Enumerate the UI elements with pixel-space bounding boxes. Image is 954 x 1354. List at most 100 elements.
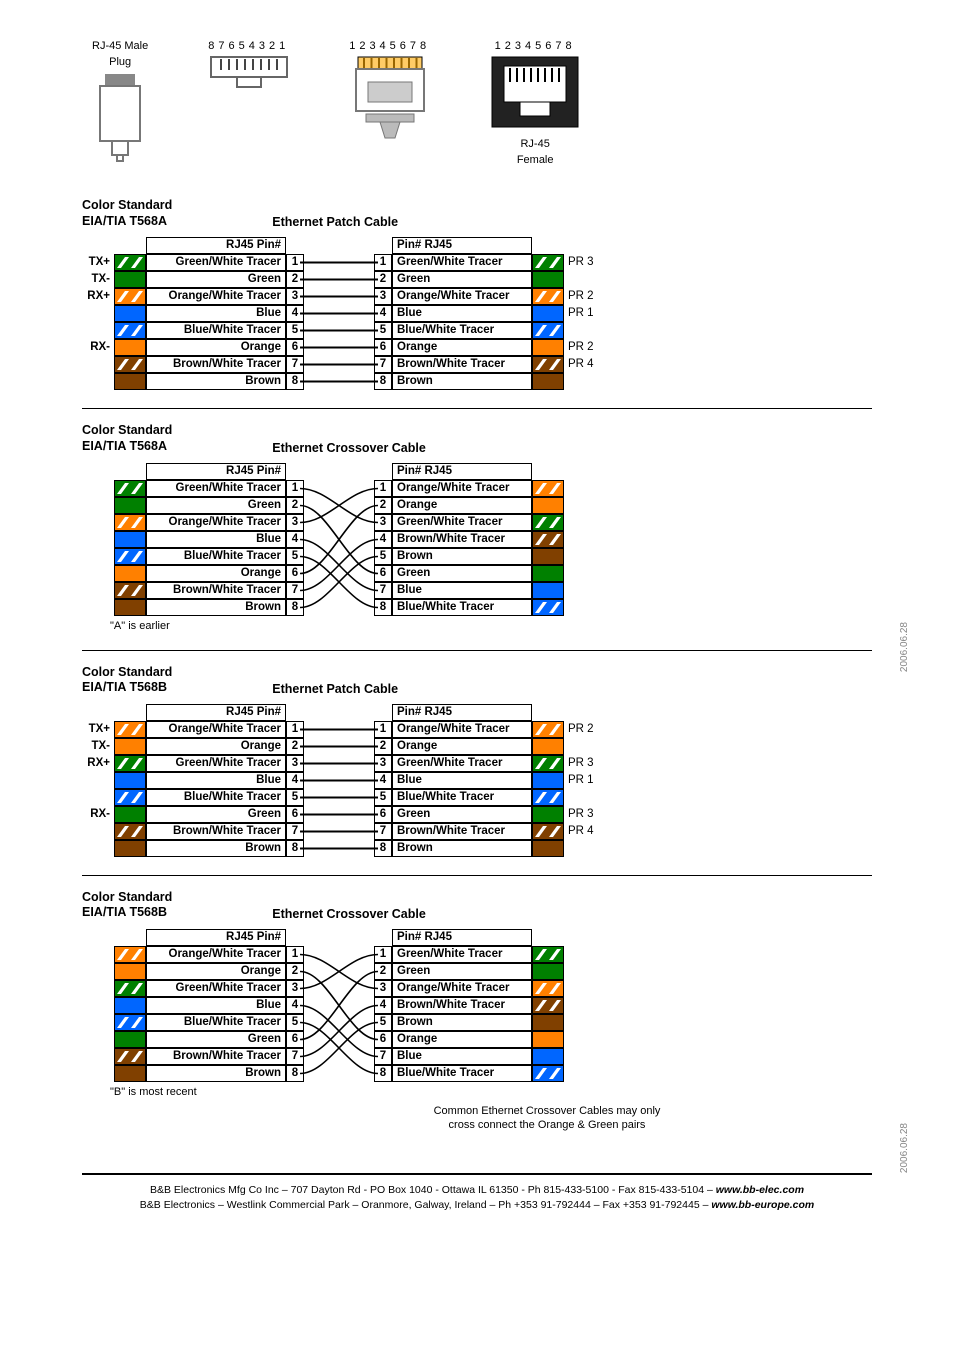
wire-name-left: Blue bbox=[146, 531, 286, 548]
wire-name-left: Green bbox=[146, 1031, 286, 1048]
wire-name-right: Brown bbox=[392, 548, 532, 565]
rj45-female-label: RJ-45 bbox=[490, 138, 580, 150]
pin-labels-fwd: 12345678 bbox=[349, 40, 430, 52]
right-header: Pin# RJ45 bbox=[392, 704, 532, 721]
wire-name-left: Orange/White Tracer bbox=[146, 721, 286, 738]
crossover-note-l1: Common Ethernet Crossover Cables may onl… bbox=[222, 1104, 872, 1118]
pair-label bbox=[564, 738, 602, 755]
color-swatch bbox=[114, 980, 146, 997]
color-swatch bbox=[114, 322, 146, 339]
color-swatch bbox=[532, 1014, 564, 1031]
wire-name-right: Brown bbox=[392, 373, 532, 390]
color-swatch bbox=[532, 980, 564, 997]
rj45-male-top: 87654321 bbox=[208, 40, 289, 98]
wire-name-right: Orange bbox=[392, 738, 532, 755]
wire-name-right: Brown bbox=[392, 1014, 532, 1031]
standard-line2: EIA/TIA T568A bbox=[82, 214, 172, 230]
color-swatch bbox=[532, 946, 564, 963]
signal-label bbox=[82, 373, 114, 390]
wire-name-right: Brown bbox=[392, 840, 532, 857]
color-swatch bbox=[532, 339, 564, 356]
wire-name-left: Orange/White Tracer bbox=[146, 514, 286, 531]
rj45-female: 12345678RJ-45Female bbox=[490, 40, 580, 166]
right-header: Pin# RJ45 bbox=[392, 237, 532, 254]
color-swatch bbox=[114, 806, 146, 823]
color-swatch bbox=[532, 565, 564, 582]
color-swatch bbox=[532, 963, 564, 980]
wire-name-left: Blue bbox=[146, 305, 286, 322]
wire-name-right: Blue bbox=[392, 305, 532, 322]
standard-label: Color StandardEIA/TIA T568B bbox=[82, 890, 172, 921]
wire-name-right: Orange/White Tracer bbox=[392, 721, 532, 738]
wire-name-left: Brown/White Tracer bbox=[146, 1048, 286, 1065]
wire-name-right: Orange bbox=[392, 497, 532, 514]
date-tag: 2006.06.28 bbox=[899, 1123, 910, 1173]
wire-name-left: Brown/White Tracer bbox=[146, 356, 286, 373]
standard-label: Color StandardEIA/TIA T568B bbox=[82, 665, 172, 696]
color-swatch bbox=[114, 373, 146, 390]
wire-name-left: Orange/White Tracer bbox=[146, 946, 286, 963]
connectors-row: RJ-45 MalePlug876543211234567812345678RJ… bbox=[92, 40, 872, 168]
color-swatch bbox=[114, 565, 146, 582]
wire-name-right: Blue bbox=[392, 772, 532, 789]
wire-name-right: Orange/White Tracer bbox=[392, 288, 532, 305]
pair-label: PR 4 bbox=[564, 823, 602, 840]
signal-label bbox=[82, 772, 114, 789]
pinout-grid: RJ45 Pin#Pin# RJ45TX+Green/White Tracer1… bbox=[82, 237, 602, 390]
color-swatch bbox=[114, 1031, 146, 1048]
signal-label: TX- bbox=[82, 738, 114, 755]
left-header: RJ45 Pin# bbox=[146, 929, 286, 946]
color-swatch bbox=[532, 305, 564, 322]
color-swatch bbox=[532, 288, 564, 305]
signal-label bbox=[82, 322, 114, 339]
color-swatch bbox=[532, 271, 564, 288]
pair-label bbox=[564, 322, 602, 339]
rj45-male-plug: RJ-45 MalePlug bbox=[92, 40, 148, 168]
pinout-section: Color StandardEIA/TIA T568AEthernet Cros… bbox=[82, 423, 872, 631]
wire-name-right: Green/White Tracer bbox=[392, 755, 532, 772]
wire-name-left: Orange/White Tracer bbox=[146, 288, 286, 305]
color-swatch bbox=[114, 254, 146, 271]
pinout-grid: RJ45 Pin#Pin# RJ45TX+Orange/White Tracer… bbox=[82, 704, 602, 857]
wire-name-left: Orange bbox=[146, 963, 286, 980]
cable-type-label: Ethernet Crossover Cable bbox=[272, 441, 426, 455]
color-swatch bbox=[532, 721, 564, 738]
pair-label: PR 3 bbox=[564, 755, 602, 772]
color-swatch bbox=[114, 789, 146, 806]
color-swatch bbox=[114, 997, 146, 1014]
wire-name-right: Green bbox=[392, 565, 532, 582]
color-swatch bbox=[532, 373, 564, 390]
wire-name-left: Brown/White Tracer bbox=[146, 582, 286, 599]
section-note: "A" is earlier bbox=[110, 620, 872, 632]
footer-l1-text: B&B Electronics Mfg Co Inc – 707 Dayton … bbox=[150, 1184, 716, 1196]
wire-name-left: Green/White Tracer bbox=[146, 980, 286, 997]
wire-name-right: Orange/White Tracer bbox=[392, 480, 532, 497]
pair-label bbox=[564, 789, 602, 806]
wire-name-left: Orange bbox=[146, 339, 286, 356]
color-swatch bbox=[114, 1014, 146, 1031]
pinout-grid: RJ45 Pin#Pin# RJ45Green/White Tracer11Or… bbox=[82, 463, 602, 616]
color-swatch bbox=[532, 1048, 564, 1065]
wire-name-right: Blue bbox=[392, 582, 532, 599]
standard-line1: Color Standard bbox=[82, 665, 172, 681]
pair-label: PR 1 bbox=[564, 305, 602, 322]
rj45-female-label2: Female bbox=[490, 154, 580, 166]
date-tag: 2006.06.28 bbox=[899, 622, 910, 672]
color-swatch bbox=[532, 497, 564, 514]
color-swatch bbox=[114, 772, 146, 789]
section-divider bbox=[82, 650, 872, 651]
wire-name-right: Brown/White Tracer bbox=[392, 356, 532, 373]
crossover-note-l2: cross connect the Orange & Green pairs bbox=[222, 1118, 872, 1132]
left-header: RJ45 Pin# bbox=[146, 704, 286, 721]
footer-l2-url: www.bb-europe.com bbox=[711, 1199, 814, 1211]
wire-name-right: Blue bbox=[392, 1048, 532, 1065]
wire-name-right: Brown/White Tracer bbox=[392, 997, 532, 1014]
left-header: RJ45 Pin# bbox=[146, 237, 286, 254]
footer-l1-url: www.bb-elec.com bbox=[716, 1184, 804, 1196]
wire-name-right: Green bbox=[392, 806, 532, 823]
color-swatch bbox=[114, 721, 146, 738]
color-swatch bbox=[532, 823, 564, 840]
standard-line1: Color Standard bbox=[82, 198, 172, 214]
cable-type-label: Ethernet Patch Cable bbox=[272, 215, 398, 229]
wire-name-left: Green bbox=[146, 271, 286, 288]
